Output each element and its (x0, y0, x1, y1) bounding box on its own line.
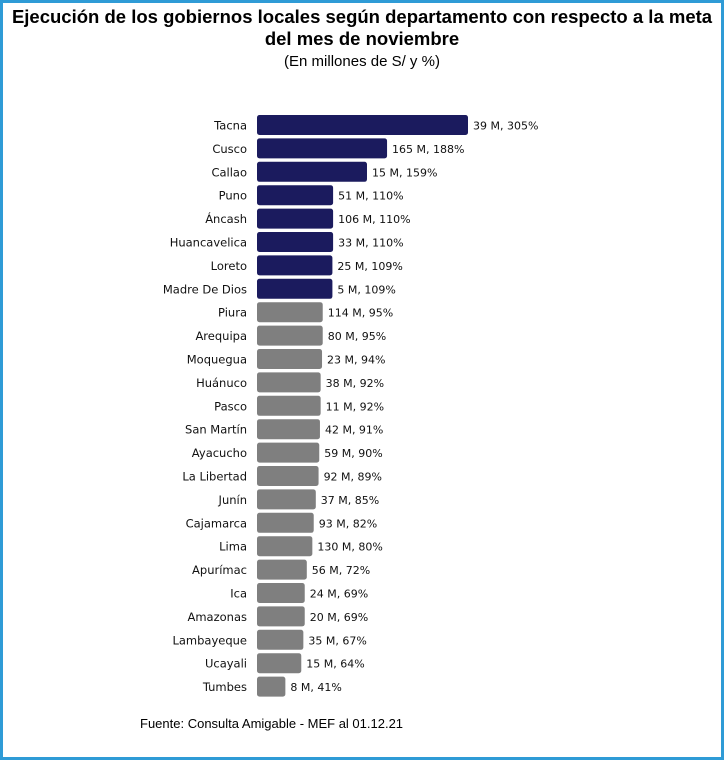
category-label: Arequipa (195, 329, 247, 343)
bar (257, 489, 316, 510)
data-label: 59 M, 90% (324, 447, 382, 460)
bar (257, 208, 334, 229)
category-label: Pasco (214, 399, 247, 413)
bar (257, 536, 313, 557)
category-label: Cusco (212, 142, 247, 156)
category-label: San Martín (185, 423, 247, 437)
data-label: 92 M, 89% (324, 471, 382, 484)
data-label: 35 M, 67% (308, 634, 366, 647)
data-label: 15 M, 159% (372, 166, 437, 179)
bar (257, 395, 321, 416)
source-note: Fuente: Consulta Amigable - MEF al 01.12… (140, 716, 404, 731)
category-label: La Libertad (182, 470, 247, 484)
data-label: 15 M, 64% (306, 658, 364, 671)
data-label: 93 M, 82% (319, 517, 377, 530)
category-label: Amazonas (187, 610, 247, 624)
data-label: 165 M, 188% (392, 143, 464, 156)
data-label: 51 M, 110% (338, 190, 403, 203)
bar (257, 676, 286, 697)
data-label: 42 M, 91% (325, 424, 383, 437)
data-label: 11 M, 92% (326, 400, 384, 413)
bar (257, 278, 333, 299)
chart-title: Ejecución de los gobiernos locales según… (0, 6, 724, 50)
chart-subtitle: (En millones de S/ y %) (284, 53, 440, 70)
data-label: 114 M, 95% (328, 307, 393, 320)
category-label: Apurímac (192, 563, 247, 577)
category-label: Callao (211, 165, 247, 179)
category-label: Puno (219, 189, 247, 203)
bar (257, 419, 320, 440)
data-label: 106 M, 110% (338, 213, 410, 226)
data-label: 39 M, 305% (473, 120, 538, 133)
data-label: 20 M, 69% (310, 611, 368, 624)
data-label: 80 M, 95% (328, 330, 386, 343)
category-label: Áncash (205, 211, 247, 226)
bar (257, 583, 305, 603)
bar (257, 559, 307, 580)
bar (257, 115, 468, 135)
category-label: Cajamarca (186, 516, 247, 530)
data-label: 23 M, 94% (327, 354, 385, 367)
data-label: 8 M, 41% (290, 681, 341, 694)
data-label: 5 M, 109% (337, 283, 395, 296)
data-label: 38 M, 92% (326, 377, 384, 390)
category-label: Ucayali (205, 657, 247, 671)
bar (257, 653, 302, 674)
bar (257, 442, 320, 463)
bar (257, 302, 323, 323)
bar (257, 629, 304, 650)
category-label: Huánuco (196, 376, 247, 390)
data-label: 37 M, 85% (321, 494, 379, 507)
bar (257, 466, 319, 486)
category-label: Junín (218, 493, 247, 507)
bar (257, 512, 314, 533)
category-label: Madre De Dios (163, 282, 247, 296)
data-label: 24 M, 69% (310, 588, 368, 601)
bar (257, 185, 334, 206)
data-label: 33 M, 110% (338, 237, 403, 250)
bar (257, 138, 388, 159)
category-label: Ica (230, 587, 247, 601)
bar (257, 255, 333, 276)
bar (257, 325, 323, 346)
chart-title-line-1: Ejecución de los gobiernos locales según… (11, 6, 713, 27)
category-label: Piura (218, 306, 247, 320)
bar (257, 606, 305, 627)
bar (257, 349, 323, 369)
bar (257, 232, 334, 252)
category-label: Lambayeque (172, 633, 247, 647)
category-label: Ayacucho (192, 446, 247, 460)
data-label: 130 M, 80% (317, 541, 382, 554)
bar (257, 372, 321, 393)
category-label: Huancavelica (170, 236, 247, 250)
category-label: Tumbes (202, 680, 247, 694)
bar (257, 161, 367, 182)
data-label: 56 M, 72% (312, 564, 370, 577)
data-label: 25 M, 109% (337, 260, 402, 273)
category-label: Tacna (213, 119, 247, 133)
category-label: Lima (219, 540, 247, 554)
chart-title-line-2: del mes de noviembre (264, 28, 460, 49)
category-label: Loreto (211, 259, 247, 273)
category-label: Moquegua (187, 353, 247, 367)
